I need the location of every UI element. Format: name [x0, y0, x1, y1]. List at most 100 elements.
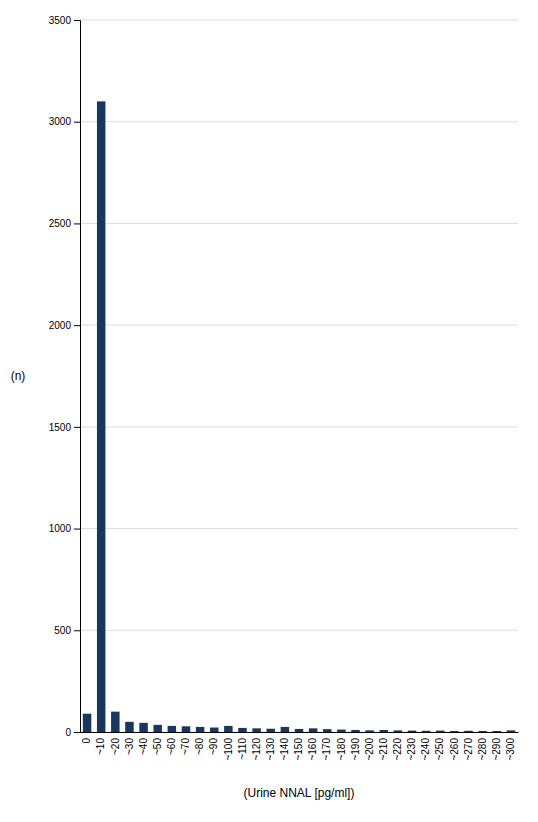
tick: ~170: [321, 738, 332, 761]
y-axis-title: (n): [11, 369, 26, 383]
tick: ~140: [279, 738, 290, 761]
tick: ~290: [491, 738, 502, 761]
tick-label: ~250: [434, 738, 445, 761]
tick: ~120: [251, 738, 262, 761]
bar: [83, 714, 91, 732]
tick-label: ~90: [208, 738, 219, 755]
tick: 2000: [49, 320, 80, 331]
tick: ~60: [166, 738, 177, 755]
tick-label: 1000: [49, 523, 72, 534]
tick-label: 0: [65, 727, 71, 738]
bar: [267, 729, 275, 732]
tick: ~70: [180, 738, 191, 755]
tick: ~200: [364, 738, 375, 761]
bar: [493, 731, 501, 732]
tick: ~160: [307, 738, 318, 761]
bar: [408, 731, 416, 732]
grid-line: [80, 121, 518, 122]
tick-mark: [74, 223, 80, 224]
tick-label: 3500: [49, 15, 72, 26]
tick-label: 2000: [49, 320, 72, 331]
tick: 2500: [49, 218, 80, 229]
tick-label: ~100: [223, 738, 234, 761]
tick-label: ~110: [237, 738, 248, 760]
tick: ~220: [392, 738, 403, 761]
tick: ~280: [477, 738, 488, 761]
tick: ~20: [110, 738, 121, 755]
tick-label: ~220: [392, 738, 403, 761]
tick: ~300: [505, 738, 516, 761]
tick-label: ~30: [124, 738, 135, 755]
bar: [422, 731, 430, 732]
tick-label: 500: [54, 625, 71, 636]
tick: ~10: [95, 738, 106, 755]
tick: ~100: [223, 738, 234, 761]
tick: ~110: [237, 738, 248, 760]
tick-mark: [74, 122, 80, 123]
tick: ~210: [378, 738, 389, 761]
bar: [394, 730, 402, 732]
tick: ~190: [350, 738, 361, 761]
tick: 1500: [49, 422, 80, 433]
tick-label: ~50: [152, 738, 163, 755]
tick-label: ~230: [406, 738, 417, 761]
tick-label: ~150: [293, 738, 304, 761]
bar: [351, 730, 359, 732]
tick: ~250: [434, 738, 445, 761]
tick-mark: [74, 20, 80, 21]
tick-label: ~180: [336, 738, 347, 761]
y-axis: 0 500 1000 1500 2000 2500 3000 3500: [49, 15, 81, 738]
grid: [80, 20, 518, 732]
tick-label: ~60: [166, 738, 177, 755]
tick-label: ~130: [265, 738, 276, 761]
tick-label: ~270: [463, 738, 474, 761]
x-axis: 0~10~20~30~40~50~60~70~80~90~100~110~120…: [81, 733, 519, 761]
tick-label: 2500: [49, 218, 72, 229]
tick: ~30: [124, 738, 135, 755]
bar: [309, 728, 317, 732]
bar: [111, 712, 119, 732]
tick-mark: [74, 732, 80, 733]
bar: [281, 727, 289, 732]
bar: [478, 731, 486, 732]
tick: ~180: [336, 738, 347, 761]
tick-label: 1500: [49, 422, 72, 433]
grid-line: [80, 325, 518, 326]
bars: [83, 101, 515, 732]
tick: ~270: [463, 738, 474, 761]
tick-label: ~210: [378, 738, 389, 761]
tick-mark: [74, 529, 80, 530]
grid-line: [80, 223, 518, 224]
tick: 1000: [49, 523, 80, 534]
bar: [365, 730, 373, 732]
tick-label: ~10: [95, 738, 106, 755]
tick: 3000: [49, 116, 80, 127]
tick: ~130: [265, 738, 276, 761]
tick: ~150: [293, 738, 304, 761]
bar: [153, 725, 161, 732]
tick: ~90: [208, 738, 219, 755]
tick-label: ~20: [110, 738, 121, 755]
tick-label: ~260: [449, 738, 460, 761]
bar: [436, 731, 444, 732]
tick: ~230: [406, 738, 417, 761]
tick: ~240: [420, 738, 431, 761]
tick-label: ~170: [321, 738, 332, 761]
bar: [380, 730, 388, 732]
chart: 05001000150020002500300035000~10~20~30~4…: [0, 0, 538, 822]
bar: [125, 722, 133, 732]
bar: [507, 730, 515, 732]
tick: 0: [81, 738, 92, 744]
tick: 0: [65, 727, 80, 738]
tick-label: ~120: [251, 738, 262, 761]
tick-label: ~290: [491, 738, 502, 761]
grid-line: [80, 20, 518, 21]
tick-label: 3000: [49, 116, 72, 127]
tick-label: ~70: [180, 738, 191, 755]
bar: [295, 729, 303, 732]
bar: [168, 726, 176, 732]
bar: [464, 731, 472, 732]
tick: ~40: [138, 738, 149, 755]
tick-label: ~190: [350, 738, 361, 761]
bar: [196, 727, 204, 732]
